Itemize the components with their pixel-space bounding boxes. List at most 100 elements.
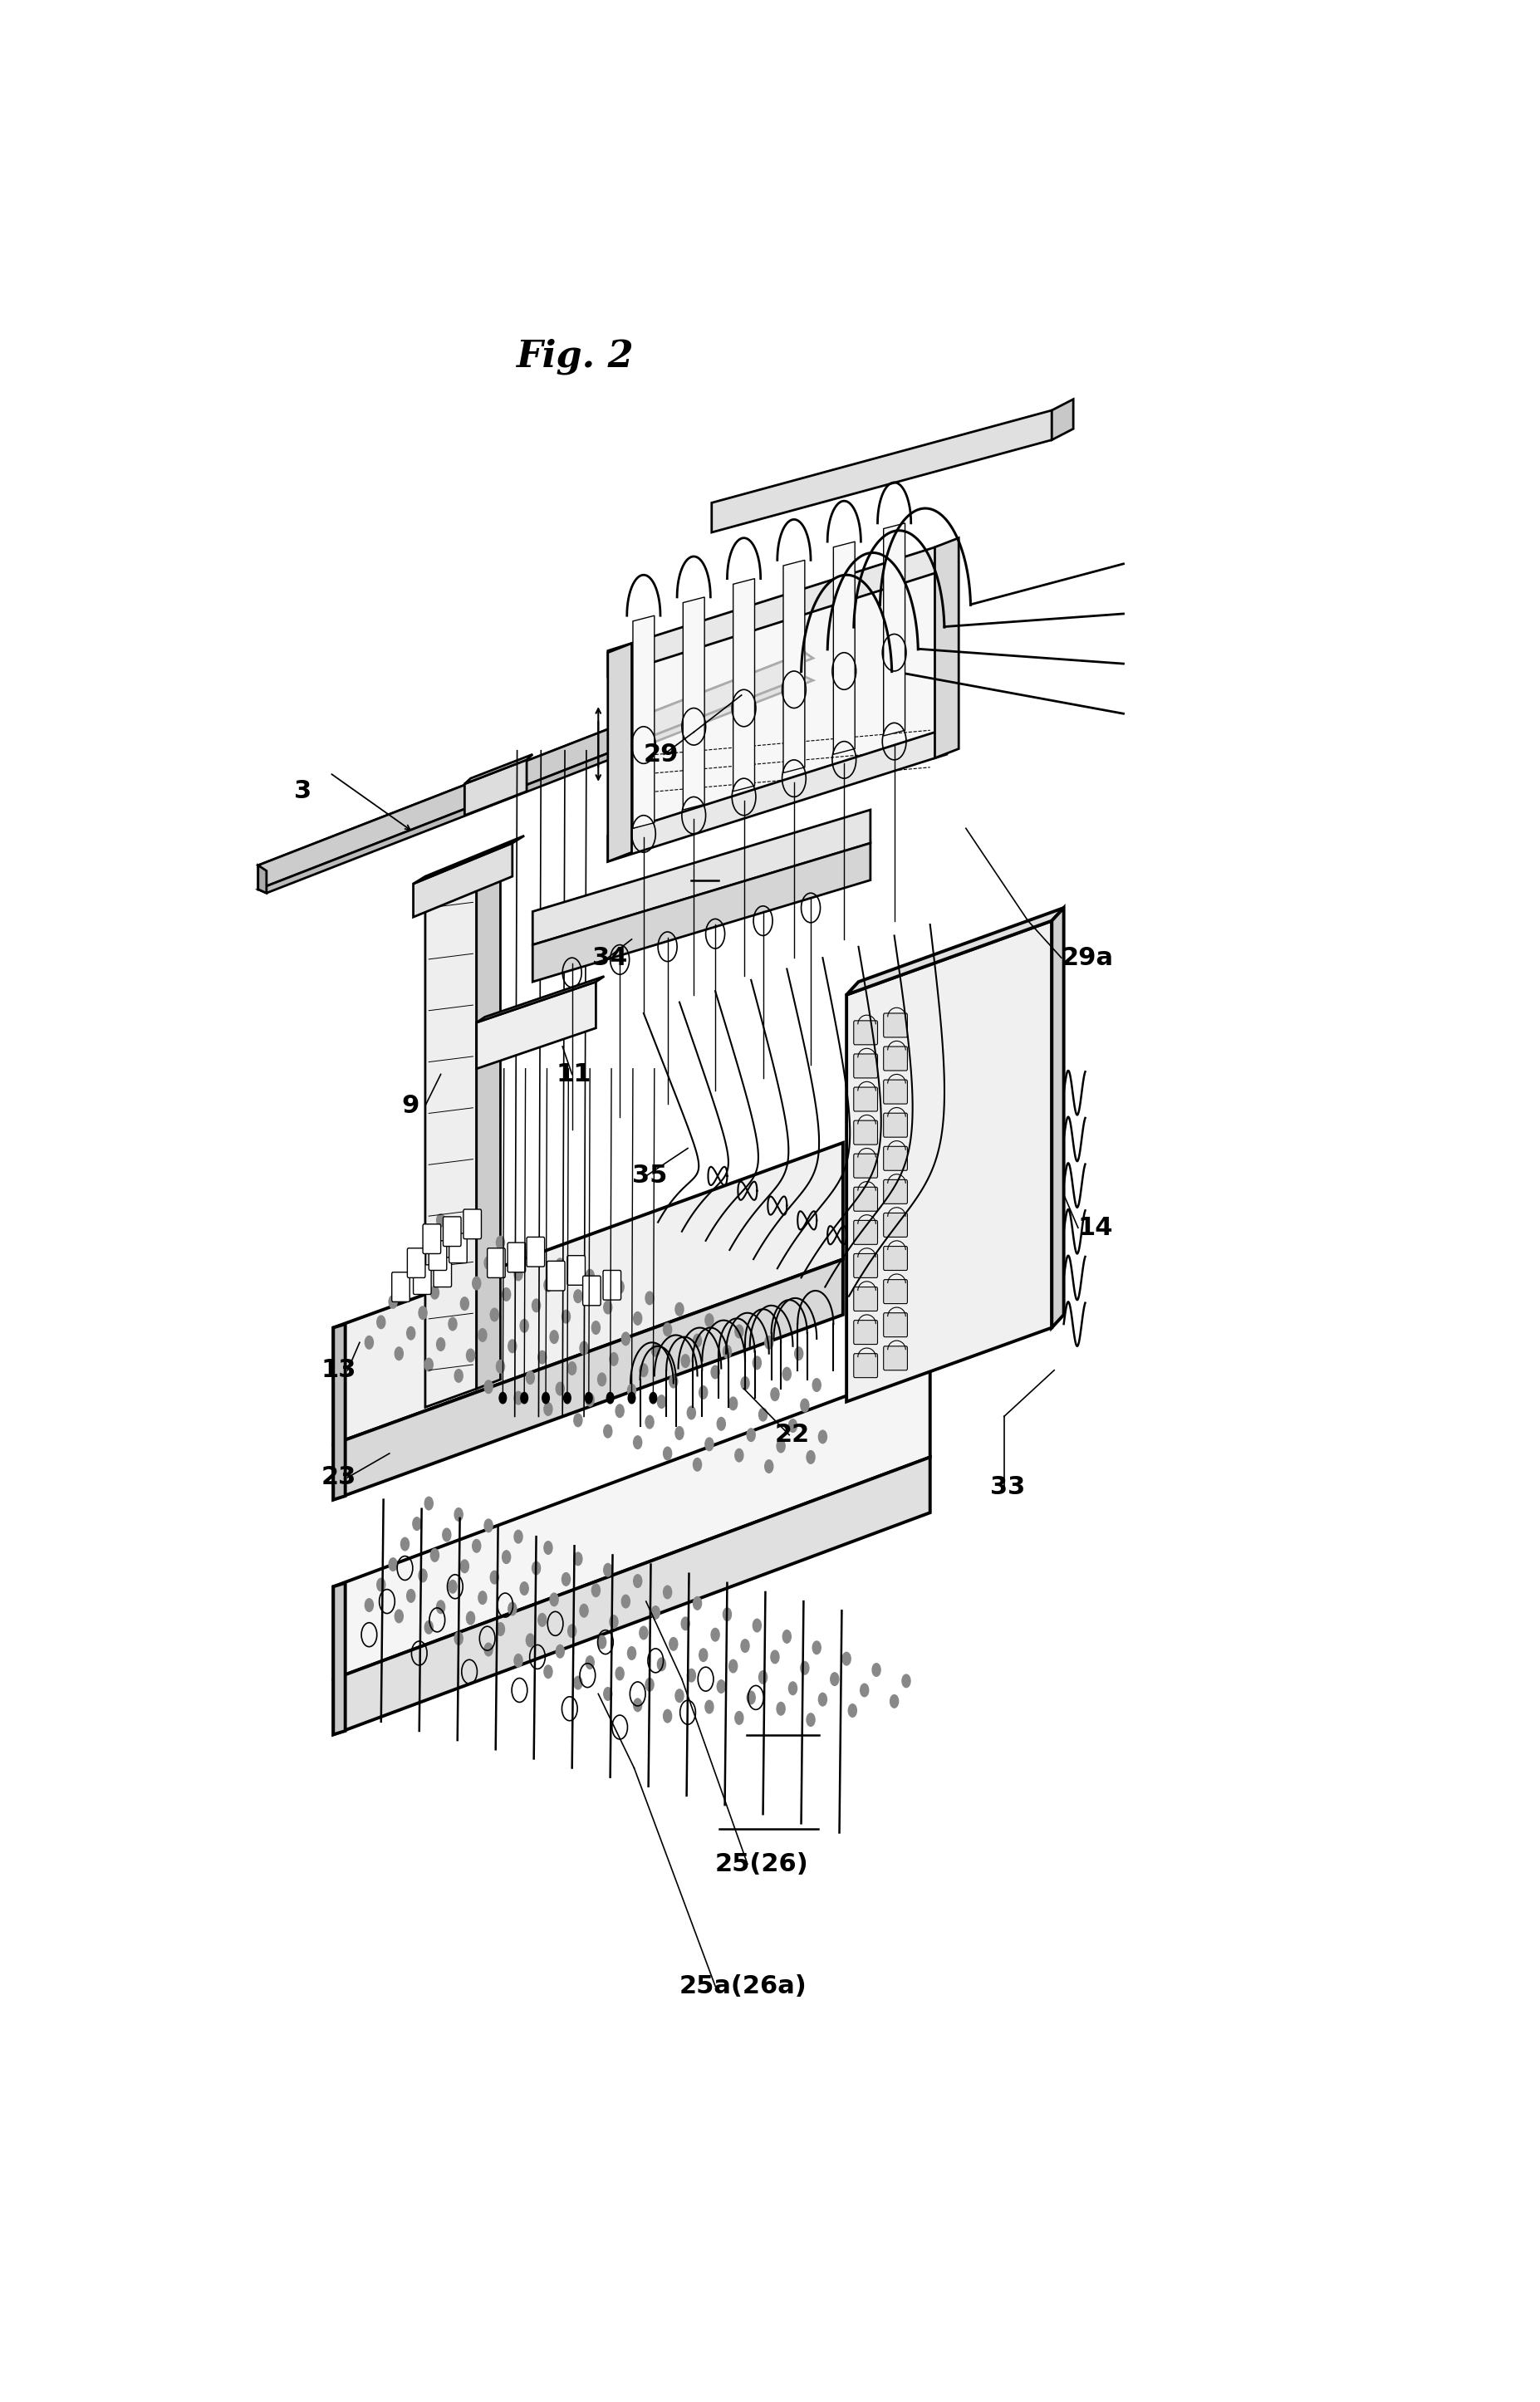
Circle shape — [562, 1309, 570, 1324]
Circle shape — [574, 1677, 582, 1689]
Polygon shape — [711, 411, 1052, 533]
Circle shape — [902, 1674, 910, 1689]
Circle shape — [670, 1638, 678, 1650]
Circle shape — [728, 1660, 738, 1672]
Circle shape — [705, 1439, 713, 1451]
Circle shape — [788, 1420, 798, 1432]
Circle shape — [616, 1405, 624, 1417]
Text: Fig. 2: Fig. 2 — [516, 339, 633, 375]
Polygon shape — [333, 1259, 842, 1499]
Circle shape — [448, 1581, 457, 1593]
Text: 34: 34 — [593, 946, 627, 970]
FancyBboxPatch shape — [884, 1047, 907, 1071]
Circle shape — [431, 1285, 439, 1299]
Polygon shape — [833, 540, 855, 754]
Circle shape — [604, 1302, 611, 1314]
Circle shape — [664, 1585, 671, 1600]
Circle shape — [484, 1518, 493, 1532]
Circle shape — [622, 1595, 630, 1607]
Circle shape — [431, 1549, 439, 1561]
Circle shape — [542, 1393, 550, 1403]
Circle shape — [801, 1398, 808, 1412]
FancyBboxPatch shape — [428, 1242, 447, 1271]
Polygon shape — [476, 872, 500, 1388]
Circle shape — [514, 1391, 522, 1405]
Circle shape — [585, 1393, 593, 1403]
Circle shape — [425, 1621, 433, 1633]
Circle shape — [765, 1460, 773, 1472]
FancyBboxPatch shape — [884, 1112, 907, 1136]
Circle shape — [502, 1287, 511, 1302]
Circle shape — [407, 1590, 416, 1602]
Circle shape — [442, 1528, 451, 1542]
Circle shape — [419, 1569, 427, 1583]
Circle shape — [544, 1542, 553, 1554]
FancyBboxPatch shape — [853, 1119, 878, 1146]
Text: 14: 14 — [1078, 1215, 1113, 1239]
Polygon shape — [333, 1583, 345, 1734]
Circle shape — [502, 1552, 511, 1564]
Circle shape — [681, 1355, 690, 1367]
Circle shape — [699, 1386, 707, 1398]
Circle shape — [454, 1631, 464, 1645]
Circle shape — [788, 1681, 798, 1696]
Circle shape — [585, 1268, 594, 1283]
Circle shape — [544, 1665, 553, 1679]
FancyBboxPatch shape — [567, 1256, 585, 1285]
FancyBboxPatch shape — [853, 1220, 878, 1244]
Circle shape — [521, 1393, 528, 1403]
Text: 22: 22 — [775, 1422, 810, 1446]
Circle shape — [807, 1713, 815, 1727]
Circle shape — [484, 1256, 493, 1268]
Circle shape — [490, 1571, 499, 1583]
Polygon shape — [425, 872, 501, 898]
Circle shape — [556, 1381, 564, 1396]
Circle shape — [388, 1295, 397, 1309]
FancyBboxPatch shape — [853, 1187, 878, 1211]
Circle shape — [473, 1278, 480, 1290]
Circle shape — [645, 1415, 654, 1429]
Circle shape — [377, 1578, 385, 1590]
Text: 25(26): 25(26) — [715, 1852, 809, 1876]
Circle shape — [425, 1235, 433, 1247]
Circle shape — [639, 1626, 648, 1638]
Text: 3: 3 — [294, 778, 311, 802]
Circle shape — [521, 1583, 528, 1595]
Circle shape — [664, 1710, 671, 1722]
Circle shape — [550, 1331, 559, 1343]
Circle shape — [496, 1237, 505, 1249]
Circle shape — [890, 1696, 898, 1708]
Circle shape — [591, 1321, 601, 1333]
Circle shape — [604, 1564, 611, 1576]
Circle shape — [818, 1693, 827, 1705]
FancyBboxPatch shape — [444, 1218, 460, 1247]
Circle shape — [556, 1645, 564, 1657]
Circle shape — [610, 1614, 618, 1629]
Circle shape — [585, 1393, 594, 1405]
Circle shape — [651, 1607, 659, 1619]
Circle shape — [705, 1701, 713, 1713]
FancyBboxPatch shape — [884, 1014, 907, 1038]
Circle shape — [531, 1561, 541, 1576]
Circle shape — [747, 1691, 755, 1703]
Circle shape — [568, 1362, 576, 1374]
Polygon shape — [259, 677, 813, 894]
Polygon shape — [476, 982, 596, 1069]
Circle shape — [568, 1624, 576, 1638]
Circle shape — [527, 1247, 534, 1261]
Circle shape — [616, 1667, 624, 1679]
Circle shape — [741, 1376, 750, 1391]
FancyBboxPatch shape — [884, 1345, 907, 1369]
Text: 29a: 29a — [1061, 946, 1113, 970]
Text: 11: 11 — [556, 1062, 591, 1086]
Circle shape — [490, 1309, 499, 1321]
Circle shape — [574, 1290, 582, 1302]
Circle shape — [658, 1657, 665, 1672]
Polygon shape — [425, 879, 476, 1408]
Circle shape — [759, 1408, 767, 1422]
Circle shape — [454, 1244, 464, 1259]
FancyBboxPatch shape — [450, 1232, 467, 1263]
FancyBboxPatch shape — [853, 1054, 878, 1078]
Text: 23: 23 — [322, 1465, 356, 1489]
Circle shape — [467, 1350, 474, 1362]
